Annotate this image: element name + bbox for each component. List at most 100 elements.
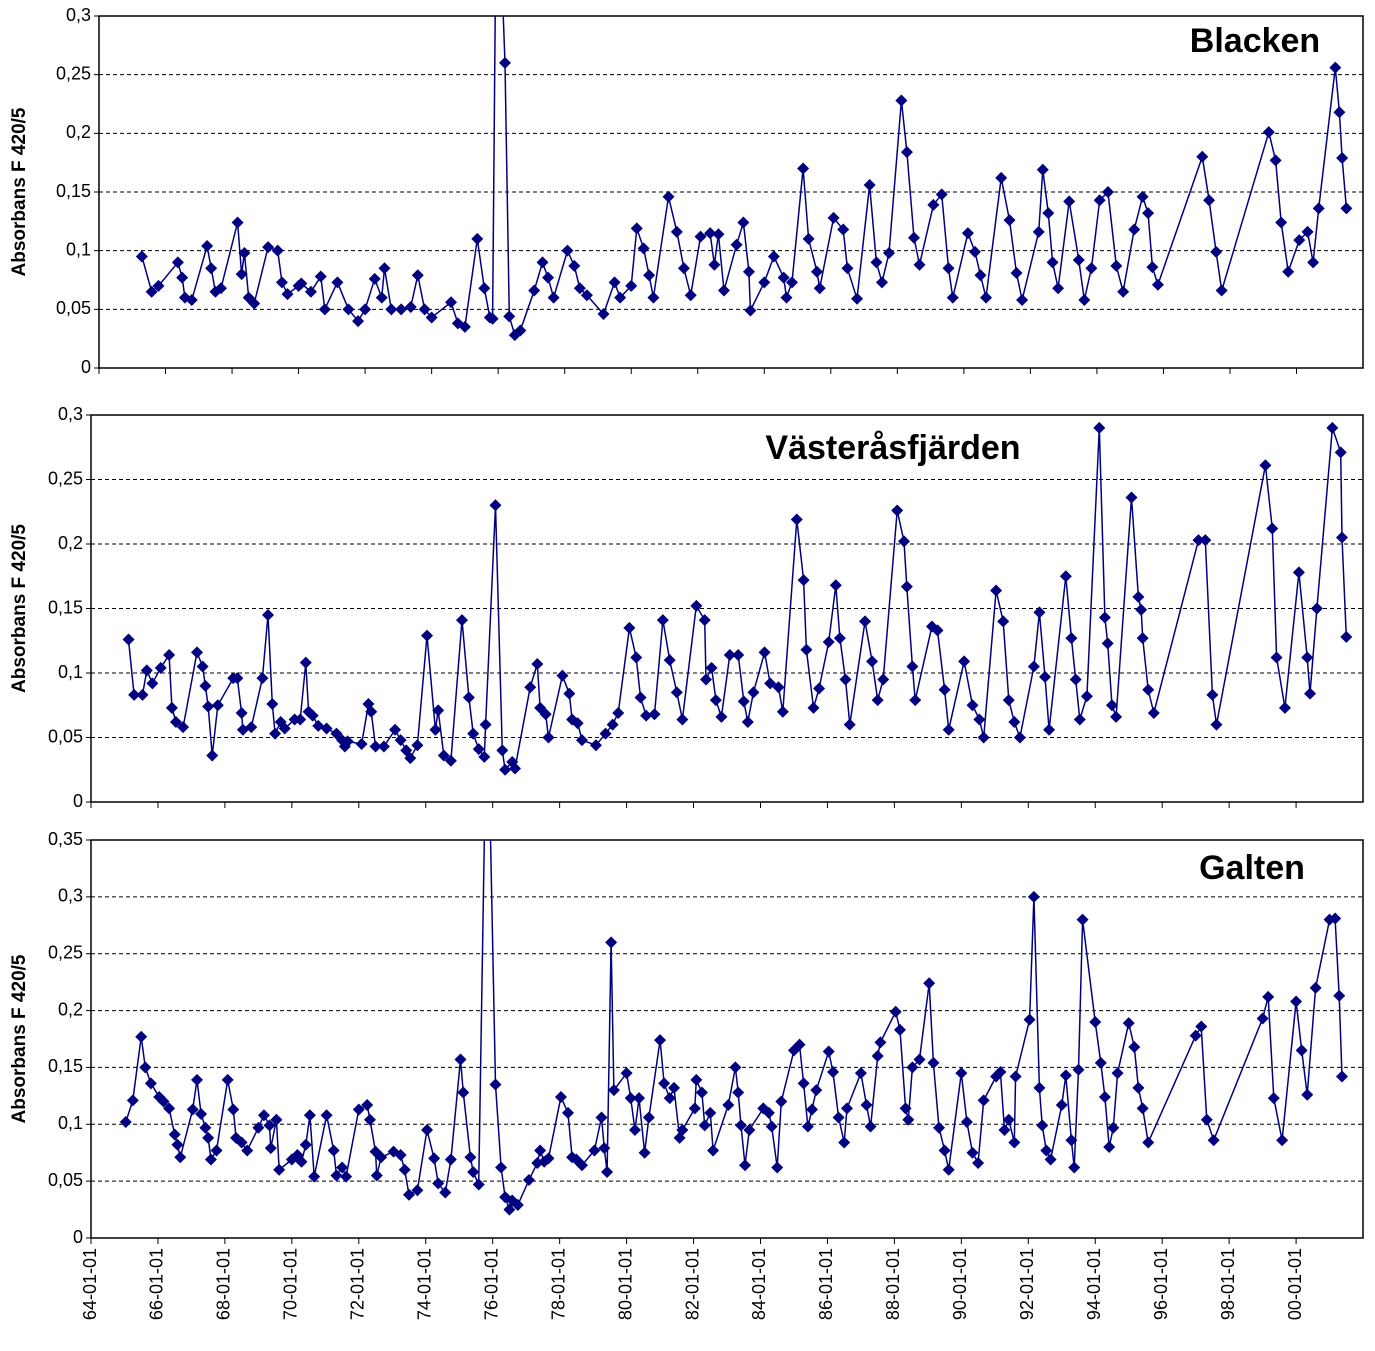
data-marker [547,291,560,304]
data-marker [464,1151,477,1164]
data-marker [458,320,471,333]
data-marker [575,734,588,747]
data-marker [1195,1020,1208,1033]
data-marker [528,284,541,297]
data-marker [1032,225,1045,238]
data-marker [801,1120,814,1133]
data-marker [772,681,785,694]
data-marker [839,673,852,686]
data-marker [997,615,1010,628]
y-tick-label: 0,1 [58,1113,83,1133]
data-marker [732,1086,745,1099]
y-tick-label: 0,25 [56,63,91,83]
data-marker [278,722,291,735]
data-marker [1033,606,1046,619]
data-marker [146,677,159,690]
data-marker [1093,194,1106,207]
data-marker [1189,1029,1202,1042]
data-line [127,427,1348,772]
data-marker [1295,1044,1308,1057]
data-marker [977,1094,990,1107]
data-marker [425,311,438,324]
data-marker [211,699,224,712]
data-marker [1309,981,1322,994]
data-marker [295,277,308,290]
x-tick-label: 68-01-01 [214,1248,234,1320]
data-marker [377,740,390,753]
y-tick-label: 0,15 [48,1056,83,1076]
data-marker [1266,522,1279,535]
data-marker [331,276,344,289]
data-marker [633,1092,646,1105]
data-marker [342,303,355,316]
data-marker [369,740,382,753]
data-marker [974,269,987,282]
data-marker [1132,590,1145,603]
data-marker [496,744,509,757]
data-marker [580,289,593,302]
data-marker [891,504,904,517]
data-marker [870,256,883,269]
data-marker [394,1148,407,1161]
data-marker [927,198,940,211]
data-marker [256,672,269,685]
data-marker [874,1036,887,1049]
data-marker [858,615,871,628]
data-marker [245,721,258,734]
data-marker [654,1034,667,1047]
data-marker [707,1144,720,1157]
data-marker [330,727,343,740]
data-marker [715,710,728,723]
data-marker [1043,723,1056,736]
data-marker [662,190,675,203]
data-marker [295,1155,308,1168]
data-marker [620,1067,633,1080]
data-marker [363,1113,376,1126]
data-marker [165,701,178,714]
data-marker [303,1109,316,1122]
data-marker [889,1005,902,1018]
data-marker [690,599,703,612]
data-marker [1262,990,1275,1003]
data-marker [395,303,408,316]
data-marker [196,660,209,673]
data-marker [690,1073,703,1086]
data-marker [573,282,586,295]
x-tick-label: 64-01-01 [80,1248,100,1320]
data-marker [607,1084,620,1097]
data-marker [273,1163,286,1176]
data-marker [805,1103,818,1116]
plot-frame [90,839,1364,1239]
data-marker [171,1138,184,1151]
data-marker [800,643,813,656]
data-marker [1275,216,1288,229]
data-marker [199,679,212,692]
data-marker [1072,1063,1085,1076]
data-marker [429,723,442,736]
data-marker [171,256,184,269]
data-marker [663,1092,676,1105]
data-marker [1282,265,1295,278]
data-marker [1336,531,1349,544]
data-marker [1101,637,1114,650]
x-tick-label: 98-01-01 [1218,1248,1238,1320]
x-tick-label: 82-01-01 [682,1248,702,1320]
data-marker [688,1102,701,1115]
data-marker [966,1146,979,1159]
data-marker [902,1113,915,1126]
data-marker [762,1106,775,1119]
data-marker [813,682,826,695]
data-marker [394,734,407,747]
data-marker [676,713,689,726]
data-marker [1078,293,1091,306]
data-marker [906,1061,919,1074]
data-marker [658,1077,671,1090]
x-tick-label: 96-01-01 [1151,1248,1171,1320]
x-tick-label: 88-01-01 [883,1248,903,1320]
data-marker [191,646,204,659]
data-marker [1002,1113,1015,1126]
data-marker [320,1109,333,1122]
data-marker [730,238,743,251]
data-marker [777,271,790,284]
data-marker [797,1077,810,1090]
